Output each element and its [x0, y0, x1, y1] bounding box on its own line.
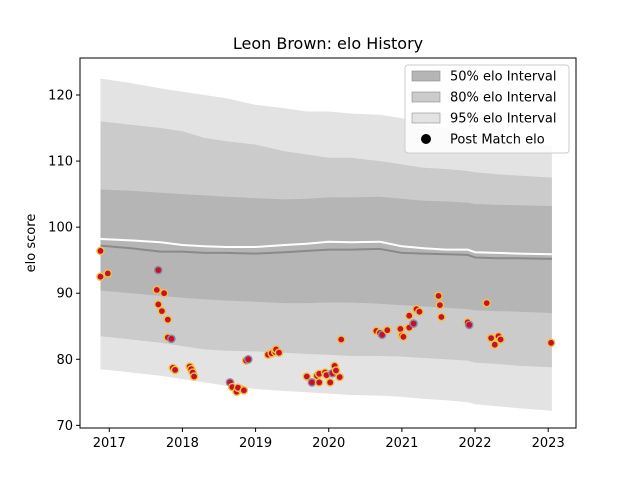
post-match-point [434, 291, 443, 301]
x-tick-label: 2023 [532, 436, 565, 451]
post-match-point [96, 272, 105, 282]
post-match-point [163, 315, 173, 324]
post-match-point [314, 378, 324, 387]
y-axis-label: elo score [24, 214, 39, 273]
y-axis: 70 80 90 100 110 120 [48, 89, 80, 434]
post-match-point [167, 334, 176, 344]
post-match-point [546, 338, 556, 348]
x-tick-label: 2017 [93, 436, 126, 451]
band-50 [100, 189, 552, 313]
legend-label: 80% elo Interval [450, 91, 557, 106]
post-match-point [437, 312, 446, 322]
legend-swatch-band-95 [411, 112, 441, 124]
post-match-point [415, 307, 424, 317]
post-match-point [482, 298, 492, 308]
legend-label: 95% elo Interval [450, 112, 557, 127]
chart-title: Leon Brown: elo History [233, 34, 423, 53]
post-match-point [96, 246, 105, 256]
post-match-point [435, 300, 445, 310]
legend-label: 50% elo Interval [450, 70, 557, 85]
legend-swatch-band-50 [411, 70, 441, 82]
post-match-point [243, 354, 253, 364]
y-tick-label: 90 [56, 287, 73, 302]
post-match-point [335, 372, 345, 382]
y-tick-label: 70 [56, 419, 73, 434]
post-match-point [170, 365, 180, 375]
mean-line [100, 238, 552, 256]
center-lines [100, 238, 552, 260]
post-match-point [152, 285, 162, 295]
axes-frame [79, 57, 577, 429]
post-match-point [274, 348, 284, 358]
post-match-point [157, 306, 167, 316]
legend: 50% elo Interval 80% elo Interval 95% elo … [404, 64, 570, 154]
post-match-point [159, 288, 169, 298]
x-tick-label: 2021 [385, 436, 418, 451]
x-tick-label: 2018 [166, 436, 199, 451]
post-match-points [96, 246, 556, 397]
post-match-point [189, 372, 199, 381]
y-tick-label: 80 [56, 353, 73, 368]
post-match-point [103, 269, 113, 278]
y-tick-label: 110 [48, 155, 73, 170]
post-match-point [399, 332, 408, 342]
post-match-point [377, 330, 387, 340]
post-match-point [490, 340, 500, 350]
post-match-point [382, 325, 392, 335]
y-tick-label: 120 [48, 89, 73, 104]
post-match-point [331, 366, 341, 375]
post-match-point [404, 311, 414, 321]
x-tick-label: 2019 [239, 436, 272, 451]
post-match-point [325, 378, 335, 387]
post-match-point [336, 335, 346, 344]
legend-swatch-band-80 [411, 91, 441, 103]
x-tick-label: 2020 [312, 436, 345, 451]
legend-label: Post Match elo [450, 133, 545, 148]
legend-marker-point [421, 134, 431, 144]
post-match-point [302, 372, 312, 381]
legend-box [404, 64, 570, 154]
post-match-point [464, 320, 474, 330]
post-match-point [153, 300, 163, 309]
post-match-point [307, 378, 317, 387]
x-tick-label: 2022 [458, 436, 491, 451]
median-line [100, 244, 552, 260]
post-match-point [153, 265, 163, 275]
post-match-point [496, 335, 505, 344]
post-match-point [409, 319, 418, 328]
plot-area [96, 78, 556, 411]
x-axis: 2017 2018 2019 2020 2021 2022 2023 [93, 428, 565, 451]
post-match-point [239, 385, 249, 395]
y-tick-label: 100 [48, 221, 73, 236]
